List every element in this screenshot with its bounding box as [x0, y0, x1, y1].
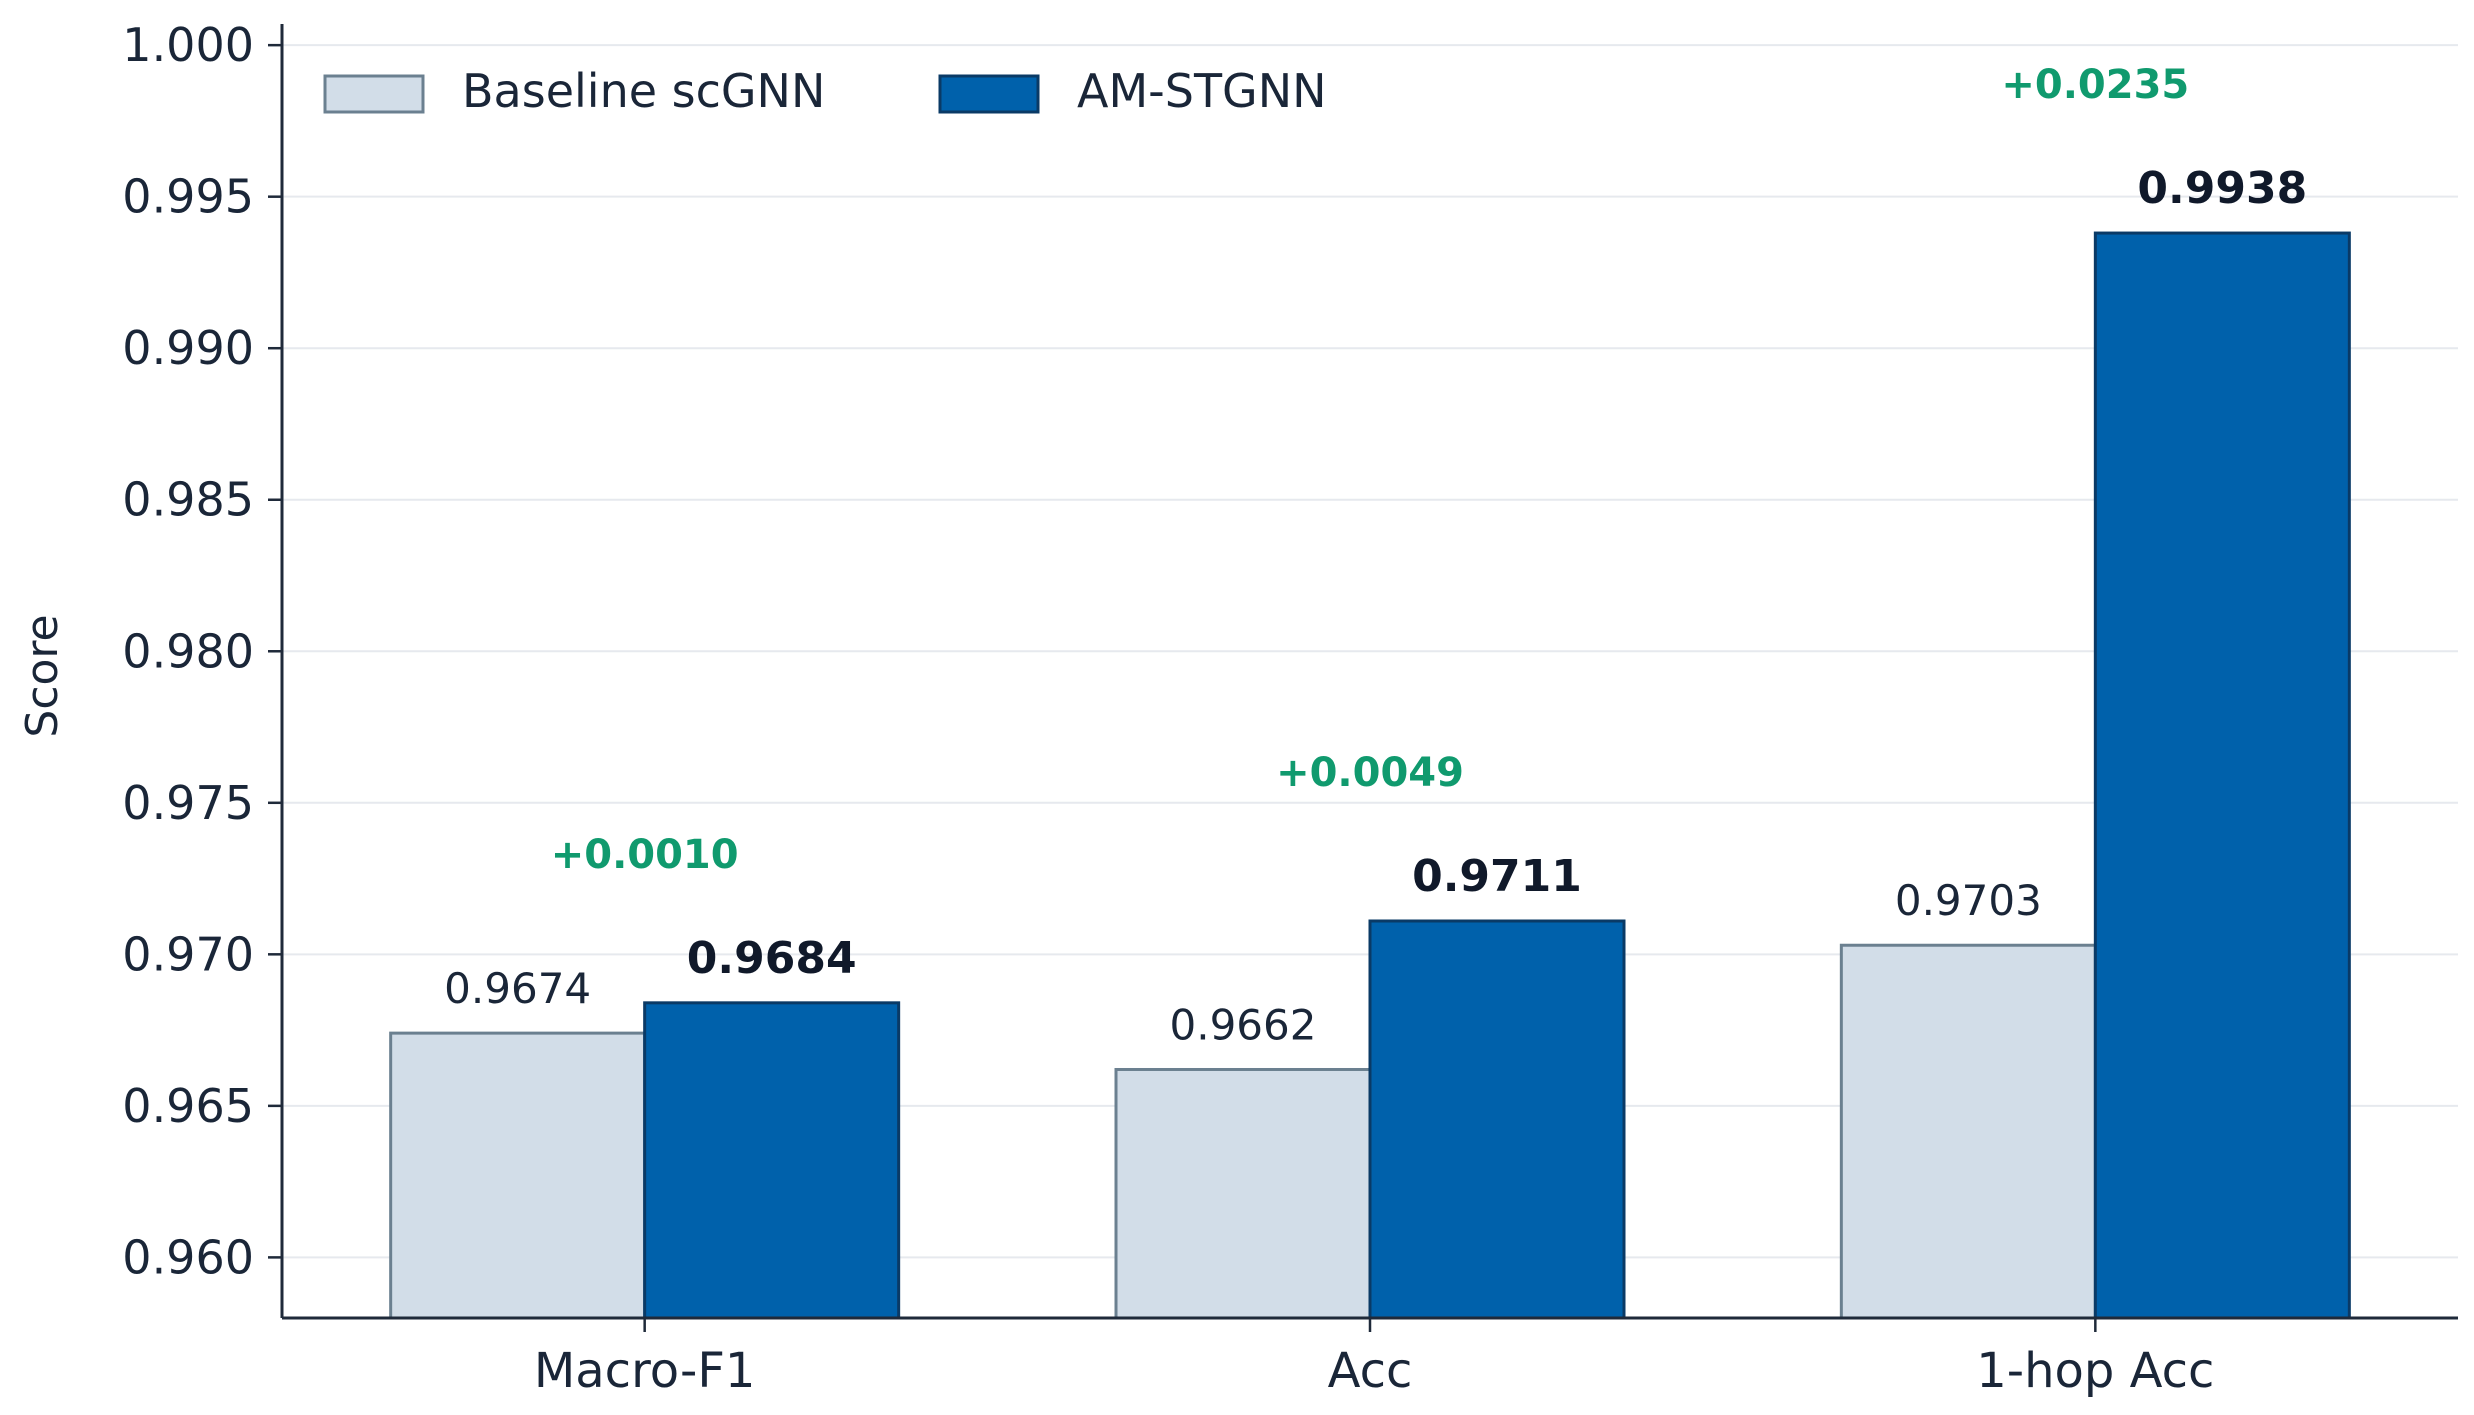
am-stgnn-value-label: 0.9938 — [2137, 163, 2307, 214]
am-stgnn-bar — [1368, 919, 1626, 1320]
baseline-bar — [1839, 943, 2097, 1320]
y-axis-label: Score — [17, 614, 68, 737]
legend-label: Baseline scGNN — [462, 64, 825, 118]
x-tick-label: 1-hop Acc — [1976, 1343, 2214, 1399]
legend-swatch — [323, 74, 425, 114]
baseline-bar — [1114, 1067, 1372, 1320]
legend: Baseline scGNN AM-STGNN — [323, 64, 1327, 118]
legend-swatch — [938, 74, 1040, 114]
y-tick-label: 0.975 — [122, 776, 254, 830]
y-tick-label: 0.985 — [122, 473, 254, 527]
am-stgnn-bar — [643, 1001, 901, 1320]
data-labels: 0.9674 0.9684 +0.0010 0.9662 0.9711 +0.0049 0.… — [444, 62, 2307, 1049]
delta-annotation: +0.0235 — [2001, 62, 2189, 108]
baseline-value-label: 0.9703 — [1895, 876, 2042, 925]
delta-annotation: +0.0010 — [551, 832, 739, 878]
y-tick-label: 0.965 — [122, 1079, 254, 1133]
y-tick-label: 1.000 — [122, 18, 254, 72]
am-stgnn-value-label: 0.9711 — [1412, 851, 1582, 902]
am-stgnn-value-label: 0.9684 — [687, 933, 857, 984]
legend-label: AM-STGNN — [1077, 64, 1327, 118]
x-tick-label: Macro-F1 — [534, 1343, 756, 1399]
am-stgnn-bar — [2093, 231, 2351, 1320]
axes: 0.960 0.965 0.970 0.975 0.980 0.985 0.990 0.995… — [122, 18, 2458, 1399]
x-tick-label: Acc — [1328, 1343, 1413, 1399]
y-tick-label: 0.960 — [122, 1230, 254, 1284]
baseline-bar — [389, 1031, 647, 1320]
baseline-value-label: 0.9662 — [1170, 1000, 1317, 1049]
y-tick-label: 0.980 — [122, 624, 254, 678]
y-tick-label: 0.995 — [122, 170, 254, 224]
baseline-value-label: 0.9674 — [444, 964, 591, 1013]
delta-annotation: +0.0049 — [1276, 750, 1464, 796]
y-tick-label: 0.990 — [122, 321, 254, 375]
bars — [389, 231, 2351, 1320]
y-tick-label: 0.970 — [122, 927, 254, 981]
